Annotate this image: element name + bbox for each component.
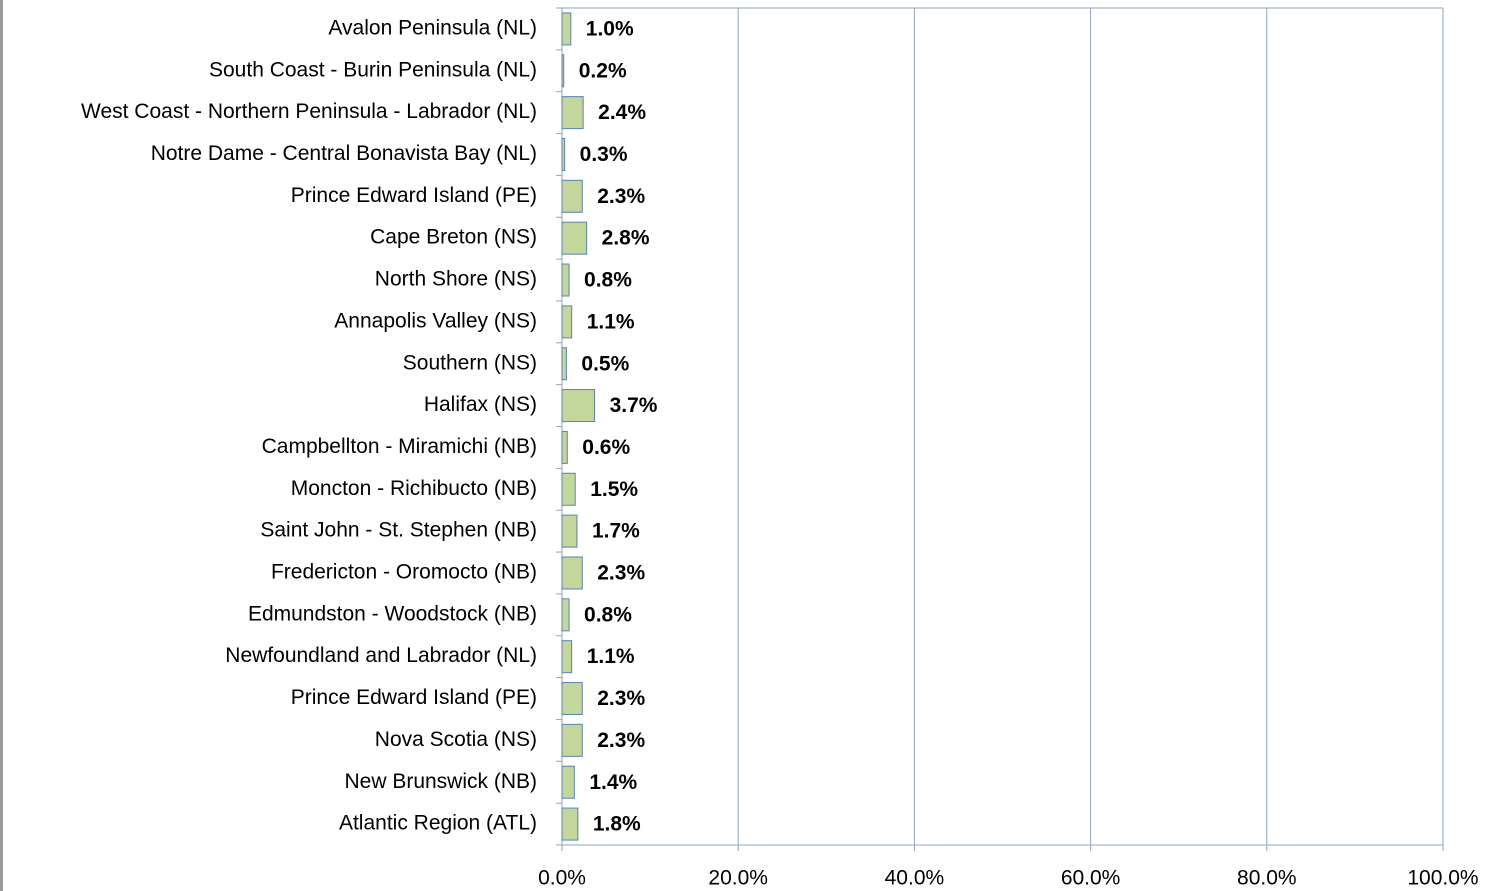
y-tick-label: Atlantic Region (ATL) — [339, 812, 537, 835]
value-label: 3.7% — [610, 394, 658, 417]
bar — [561, 54, 565, 88]
value-label: 0.6% — [582, 436, 630, 459]
y-tick-label: Campbellton - Miramichi (NB) — [262, 435, 537, 458]
value-label: 1.7% — [592, 520, 640, 543]
value-label: 2.8% — [602, 227, 650, 250]
bar — [561, 12, 572, 46]
y-tick-label: Cape Breton (NS) — [370, 226, 537, 249]
value-label: 1.1% — [587, 645, 635, 668]
x-tick-label: 20.0% — [708, 867, 768, 890]
value-label: 0.8% — [584, 603, 632, 626]
bar — [561, 221, 588, 255]
bar — [561, 556, 583, 590]
y-tick-label: North Shore (NS) — [375, 268, 537, 291]
y-tick-label: South Coast - Burin Peninsula (NL) — [209, 58, 537, 81]
y-tick-label: Annapolis Valley (NS) — [334, 309, 537, 332]
y-tick-label: Southern (NS) — [403, 351, 537, 374]
bar — [561, 765, 575, 799]
y-tick-label: Prince Edward Island (PE) — [291, 686, 537, 709]
y-tick-label: Prince Edward Island (PE) — [291, 184, 537, 207]
bar — [561, 430, 568, 464]
bar — [561, 598, 570, 632]
x-tick-label: 0.0% — [538, 867, 586, 890]
value-label: 2.4% — [598, 101, 646, 124]
value-label: 0.3% — [580, 143, 628, 166]
bar — [561, 96, 584, 130]
bar — [561, 807, 579, 841]
bar — [561, 179, 583, 213]
x-tick-label: 60.0% — [1061, 867, 1121, 890]
bar — [561, 640, 573, 674]
value-label: 2.3% — [597, 185, 645, 208]
y-tick-label: Notre Dame - Central Bonavista Bay (NL) — [151, 142, 537, 165]
bar — [561, 137, 566, 171]
bar — [561, 472, 576, 506]
x-tick-label: 80.0% — [1237, 867, 1297, 890]
y-tick-label: Halifax (NS) — [424, 393, 537, 416]
bar — [561, 305, 573, 339]
value-label: 1.4% — [589, 771, 637, 794]
y-tick-label: Fredericton - Oromocto (NB) — [271, 561, 537, 584]
value-label: 1.5% — [590, 478, 638, 501]
y-tick-label: Nova Scotia (NS) — [375, 728, 537, 751]
y-tick-label: West Coast - Northern Peninsula - Labrad… — [81, 100, 537, 123]
value-label: 2.3% — [597, 562, 645, 585]
value-label: 0.5% — [581, 352, 629, 375]
y-tick-label: New Brunswick (NB) — [344, 770, 537, 793]
y-tick-label: Saint John - St. Stephen (NB) — [260, 519, 537, 542]
value-label: 2.3% — [597, 687, 645, 710]
bar — [561, 723, 583, 757]
value-label: 1.8% — [593, 813, 641, 836]
bar — [561, 347, 567, 381]
bar — [561, 263, 570, 297]
y-tick-label: Moncton - Richibucto (NB) — [291, 477, 537, 500]
y-tick-label: Newfoundland and Labrador (NL) — [225, 644, 537, 667]
x-tick-label: 40.0% — [885, 867, 945, 890]
value-label: 1.1% — [587, 310, 635, 333]
bar — [561, 682, 583, 716]
value-label: 1.0% — [586, 17, 634, 40]
value-label: 0.2% — [579, 59, 627, 82]
bar — [561, 389, 596, 423]
value-label: 2.3% — [597, 729, 645, 752]
value-label: 0.8% — [584, 269, 632, 292]
x-tick-label: 100.0% — [1407, 867, 1478, 890]
y-tick-label: Avalon Peninsula (NL) — [328, 16, 537, 39]
y-tick-label: Edmundston - Woodstock (NB) — [248, 602, 537, 625]
bar — [561, 514, 578, 548]
